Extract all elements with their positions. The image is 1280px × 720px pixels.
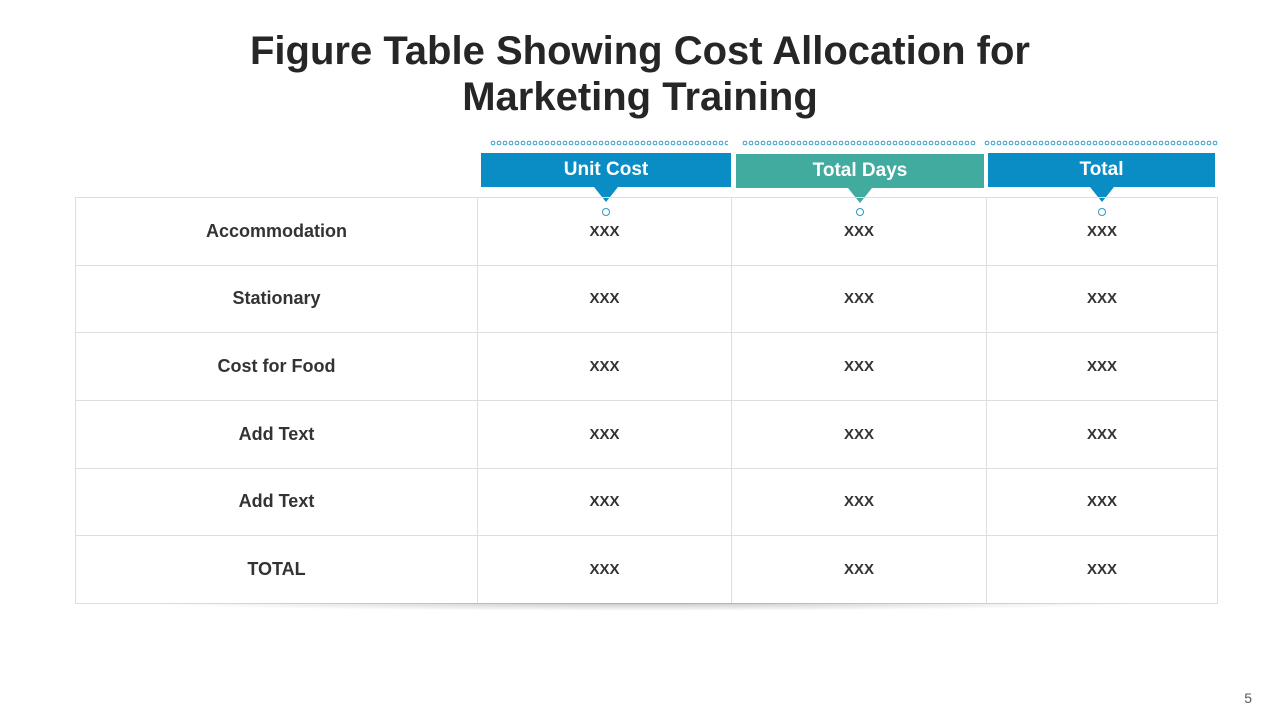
table-row: Stationary XXX XXX XXX	[75, 264, 1218, 334]
table-cell: XXX	[986, 332, 1218, 401]
row-label: Stationary	[75, 264, 478, 334]
table-row: TOTAL XXX XXX XXX	[75, 535, 1218, 604]
cost-table-container: Accommodation XXX XXX XXX Stationary XXX XXX XX…	[75, 197, 1218, 604]
column-header-label: Total	[1079, 159, 1124, 180]
row-label: TOTAL	[75, 535, 478, 604]
slide-title: Figure Table Showing Cost Allocation for…	[140, 28, 1140, 120]
table-row: Add Text XXX XXX XXX	[75, 399, 1218, 469]
title-line-1: Figure Table Showing Cost Allocation for	[250, 29, 1030, 73]
table-row: Cost for Food XXX XXX XXX	[75, 332, 1218, 401]
table-row: Add Text XXX XXX XXX	[75, 467, 1218, 537]
table-shadow	[140, 603, 1150, 611]
connector-dot-icon	[1098, 208, 1106, 216]
decorative-chain-1	[490, 140, 728, 146]
table-cell: XXX	[731, 332, 987, 401]
decorative-chain-3	[984, 140, 1218, 146]
table-cell: XXX	[731, 535, 987, 604]
table-cell: XXX	[477, 467, 732, 537]
table-cell: XXX	[477, 197, 732, 266]
table-cell: XXX	[731, 399, 987, 469]
row-label: Add Text	[75, 399, 478, 469]
column-header-total: Total	[988, 153, 1215, 202]
table-cell: XXX	[477, 264, 732, 334]
table-cell: XXX	[477, 332, 732, 401]
column-header-total-days: Total Days	[736, 154, 984, 203]
table-cell: XXX	[477, 535, 732, 604]
table-cell: XXX	[986, 399, 1218, 469]
table-cell: XXX	[986, 467, 1218, 537]
table-row: Accommodation XXX XXX XXX	[75, 197, 1218, 266]
table-cell: XXX	[731, 467, 987, 537]
page-number: 5	[1244, 690, 1252, 706]
decorative-chain-2	[742, 140, 976, 146]
connector-dot-icon	[856, 208, 864, 216]
table-cell: XXX	[477, 399, 732, 469]
cost-allocation-table: Accommodation XXX XXX XXX Stationary XXX XXX XX…	[75, 197, 1218, 604]
table-cell: XXX	[731, 264, 987, 334]
table-cell: XXX	[986, 535, 1218, 604]
connector-dot-icon	[602, 208, 610, 216]
table-cell: XXX	[986, 264, 1218, 334]
row-label: Cost for Food	[75, 332, 478, 401]
column-header-unit-cost: Unit Cost	[481, 153, 731, 202]
title-line-2: Marketing Training	[462, 75, 818, 119]
row-label: Accommodation	[75, 197, 478, 266]
column-header-label: Total Days	[812, 160, 908, 181]
row-label: Add Text	[75, 467, 478, 537]
column-header-label: Unit Cost	[563, 159, 649, 180]
